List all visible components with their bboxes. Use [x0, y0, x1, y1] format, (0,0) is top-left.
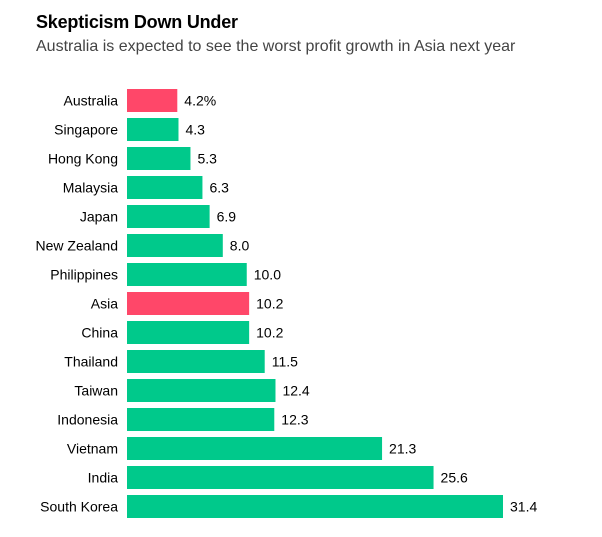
bar [127, 234, 223, 257]
category-label: Japan [80, 209, 118, 225]
category-label: India [88, 470, 119, 486]
category-label: Malaysia [63, 180, 118, 196]
bar [127, 495, 503, 518]
value-label: 21.3 [389, 441, 416, 457]
category-label: Philippines [50, 267, 118, 283]
bar [127, 379, 276, 402]
value-label: 25.6 [441, 470, 468, 486]
chart-subtitle: Australia is expected to see the worst p… [36, 38, 516, 55]
value-label: 31.4 [510, 499, 537, 515]
bar [127, 263, 247, 286]
bar [127, 350, 265, 373]
bar [127, 205, 210, 228]
bar [127, 292, 250, 315]
category-label: South Korea [40, 499, 118, 515]
value-label: 8.0 [230, 238, 250, 254]
category-label: Singapore [54, 122, 118, 138]
bar [127, 466, 434, 489]
value-label: 10.2 [256, 325, 283, 341]
bar [127, 176, 203, 199]
category-label: Australia [64, 93, 119, 109]
category-label: China [81, 325, 118, 341]
value-label: 4.2% [184, 93, 216, 109]
category-label: New Zealand [36, 238, 119, 254]
bars [127, 89, 503, 518]
chart-title: Skepticism Down Under [36, 12, 238, 32]
value-label: 10.2 [256, 296, 283, 312]
category-label: Thailand [64, 354, 118, 370]
value-label: 12.3 [281, 412, 308, 428]
value-label: 6.3 [209, 180, 229, 196]
bar [127, 321, 250, 344]
value-label: 12.4 [282, 383, 309, 399]
bar [127, 437, 383, 460]
category-label: Vietnam [67, 441, 118, 457]
bar [127, 118, 179, 141]
bar [127, 408, 275, 431]
category-label: Taiwan [74, 383, 118, 399]
category-label: Hong Kong [48, 151, 118, 167]
category-labels: Australia Singapore Hong Kong Malaysia Japan… [36, 93, 119, 515]
value-label: 4.3 [185, 122, 205, 138]
bar [127, 89, 178, 112]
value-label: 11.5 [272, 354, 298, 370]
value-labels: 4.2% 4.3 5.3 6.3 6.9 8.010.0 10.2 10.2 11.5 12.4 1… [184, 93, 537, 515]
category-label: Indonesia [57, 412, 118, 428]
value-label: 5.3 [197, 151, 217, 167]
value-label: 6.9 [217, 209, 237, 225]
bar [127, 147, 191, 170]
category-label: Asia [91, 296, 118, 312]
value-label: 10.0 [254, 267, 281, 283]
